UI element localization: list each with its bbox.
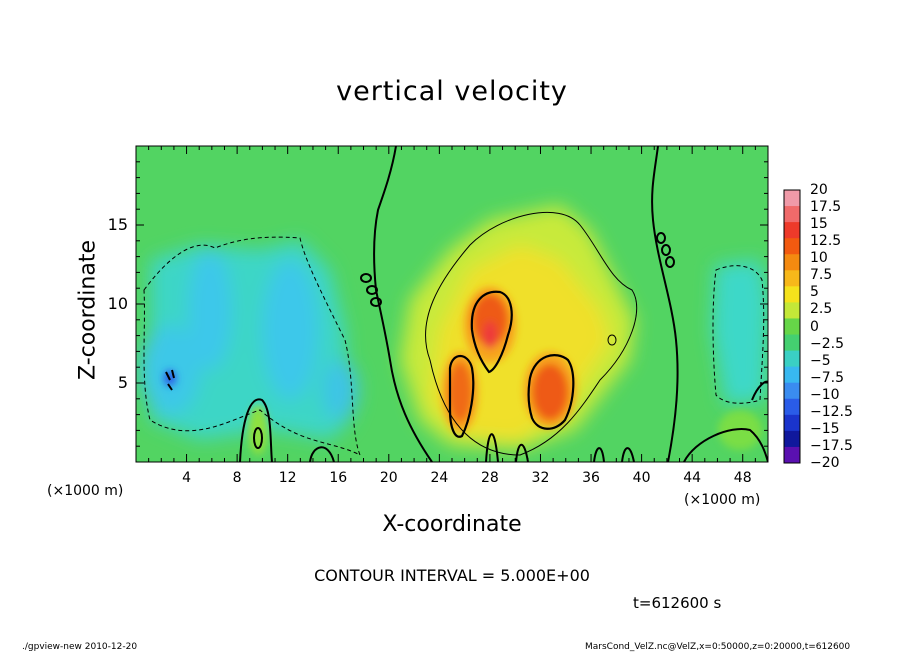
contour-plus10-a: [470, 290, 513, 374]
colorbar-swatch: [784, 302, 800, 319]
colorbar-label: −12.5: [810, 403, 853, 420]
colorbar-swatch: [784, 334, 800, 352]
colorbar-swatch: [784, 254, 800, 271]
contour-plus5: [425, 211, 638, 456]
x-tick-label: 36: [582, 470, 600, 486]
contour-zero-right: [651, 146, 679, 462]
colorbar-label: −15: [810, 420, 840, 437]
x-tick-label: 32: [531, 470, 550, 486]
colorbar-swatch: [784, 286, 800, 303]
updraft-core-red-3: [448, 362, 472, 422]
contour-lines: [143, 146, 768, 462]
colorbar-swatch: [784, 414, 800, 432]
x-axis-label: X-coordinate: [382, 512, 522, 537]
colorbar-label: 5: [810, 284, 819, 301]
x-tick-label: 44: [683, 470, 702, 486]
contour-negative-right: [712, 265, 765, 404]
colorbar-frame: [783, 189, 801, 464]
colorbar-label: 0: [810, 318, 819, 335]
colorbar-label: −17.5: [810, 437, 853, 454]
contour-small-5: [621, 447, 635, 462]
colorbar-label: −20: [810, 455, 840, 471]
y-tick-marks: [136, 161, 768, 447]
colorbar-label: 12.5: [810, 233, 842, 250]
y-tick-label: 10: [107, 294, 128, 313]
x-tick-label: 4: [182, 470, 191, 486]
contour-plus10-c: [448, 354, 475, 438]
colorbar-swatch: [784, 366, 800, 384]
contour-interval-label: CONTOUR INTERVAL = 5.000E+00: [314, 566, 590, 585]
x-tick-label: 16: [329, 470, 348, 486]
colorbar-label: −10: [810, 386, 840, 403]
colorbar-label: −2.5: [810, 335, 844, 352]
lower-updraft-1: [248, 405, 268, 455]
contour-small-1: [309, 446, 335, 462]
contour-small-3: [515, 443, 529, 462]
updraft-core-red-2: [532, 364, 568, 420]
colorbar-swatch: [784, 222, 800, 239]
contour-loop-3: [370, 297, 382, 307]
contour-loop-7: [253, 427, 263, 449]
updraft-core-max: [483, 321, 497, 349]
colorbar-swatch: [784, 382, 800, 400]
colorbar-swatch: [784, 206, 800, 223]
colorbar-label: 15: [810, 216, 828, 233]
colorbar-label: −7.5: [810, 369, 844, 386]
downdraft-core-3: [262, 260, 318, 400]
downdraft-core-2: [188, 250, 232, 370]
lower-updraft-2: [718, 410, 762, 450]
colorbar-swatch: [784, 318, 800, 336]
time-label: t=612600 s: [633, 594, 722, 612]
contour-loop-5: [661, 244, 671, 256]
updraft-core-red-1: [472, 294, 508, 346]
contour-loop-8: [607, 334, 617, 346]
x-tick-label: 8: [232, 470, 242, 486]
footer-right: MarsCond_VelZ.nc@VelZ,x=0:50000,z=0:2000…: [585, 642, 851, 652]
contour-loop-2: [366, 285, 378, 295]
contour-small-4: [593, 447, 605, 462]
contour-zero-bottom-1: [239, 398, 273, 462]
colorbar-swatch: [784, 446, 800, 464]
y-tick-label: 15: [107, 215, 128, 234]
colorbar-swatch: [784, 190, 800, 207]
contour-loop-1: [360, 273, 372, 283]
colorbar-label: 2.5: [810, 301, 833, 318]
x-unit-label-left: (×1000 m): [47, 483, 124, 499]
colorbar-label: −5: [810, 352, 831, 369]
contour-zero-bottom-2: [683, 428, 768, 462]
contour-small-2: [485, 433, 499, 462]
x-tick-label: 20: [379, 470, 398, 486]
colorbar-label: 17.5: [810, 199, 842, 216]
x-tick-label: 24: [430, 470, 449, 486]
colorbar-swatch: [784, 430, 800, 448]
colorbar-label: 20: [810, 182, 828, 198]
x-tick-label: 48: [733, 470, 752, 486]
colorbar-swatch: [784, 398, 800, 416]
contour-negative-left: [143, 236, 361, 457]
contour-loop-4: [656, 232, 666, 244]
contour-zero-bottom-3: [751, 380, 768, 401]
contour-downdraft-min: [165, 369, 175, 391]
x-unit-label-right: (×1000 m): [684, 492, 761, 508]
x-tick-label: 40: [632, 470, 651, 486]
heatmap-field: [136, 146, 768, 462]
footer-left: ./gpview-new 2010-12-20: [22, 642, 138, 652]
x-tick-label: 28: [480, 470, 499, 486]
colorbar-swatch: [784, 350, 800, 368]
downdraft-core-4: [322, 360, 358, 420]
chart-title: vertical velocity: [336, 76, 568, 107]
colorbar-label: 10: [810, 250, 828, 267]
contour-loop-6: [665, 256, 675, 268]
colorbar-label: 7.5: [810, 267, 833, 284]
colorbar: [783, 189, 801, 464]
downdraft-region-right: [712, 260, 768, 405]
colorbar-swatch: [784, 238, 800, 255]
y-tick-label: 5: [117, 373, 128, 392]
x-tick-marks: [148, 146, 756, 462]
x-tick-label: 12: [278, 470, 297, 486]
colorbar-swatch: [784, 270, 800, 287]
contour-plus10-b: [527, 354, 575, 430]
